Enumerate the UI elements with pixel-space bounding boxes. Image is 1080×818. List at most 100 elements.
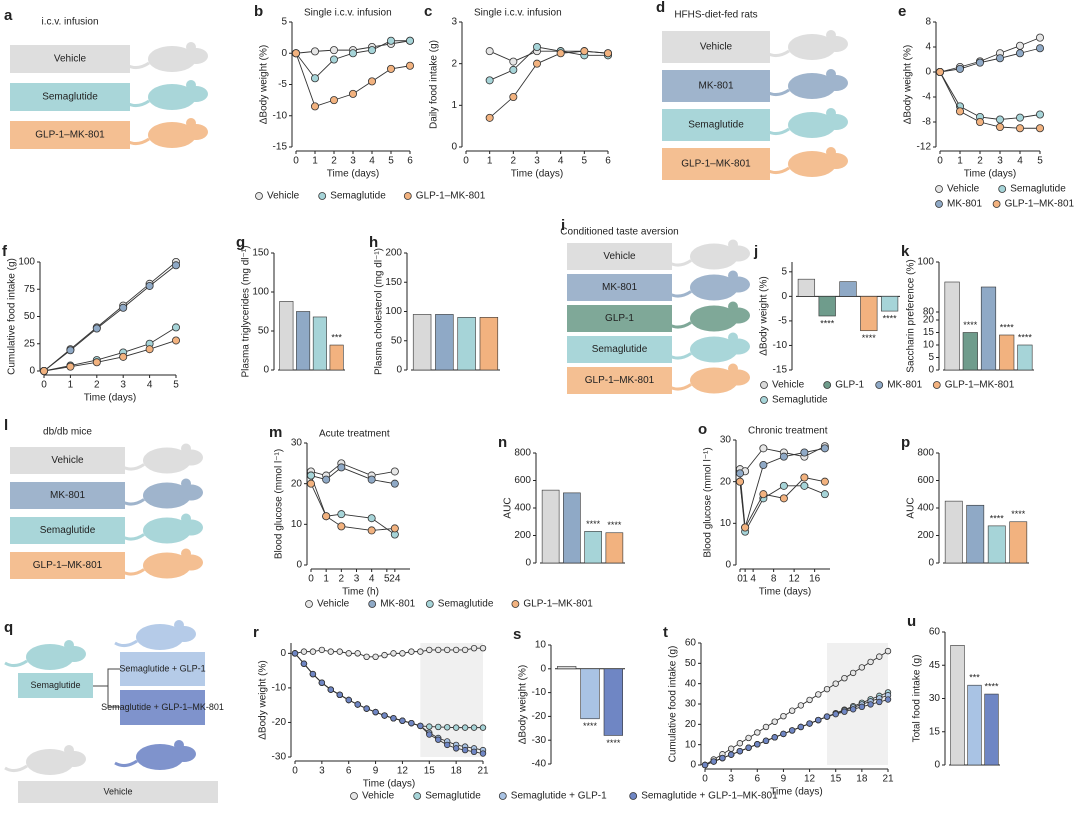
data-point [736,747,744,755]
mouse-body [136,624,184,650]
x-tick-label: 1 [68,380,74,391]
y-tick-label: 30 [291,438,303,449]
significance: **** [607,520,622,530]
data-point [309,648,317,655]
panel-letter: k [901,243,910,260]
legend-label: Semaglutide [330,191,386,202]
y-tick-label: 50 [24,311,36,322]
data-point [867,701,874,708]
x-axis-label: Time (days) [759,587,811,598]
x-axis-label: Time (days) [84,393,136,404]
y-axis-label: ΔBody weight (%) [258,660,269,740]
legend-label: MK-801 [380,599,415,610]
data-point [372,653,379,661]
x-tick-label: 4 [558,156,564,167]
mouse-body [690,367,738,394]
data-point [327,686,335,693]
y-axis-label: ΔBody weight (%) [259,45,270,125]
bar [967,684,982,766]
group-label: MK-801 [602,282,637,293]
data-point [405,36,414,45]
y-tick-label: 0 [928,365,934,376]
data-point [408,719,415,727]
mouse-head [726,276,750,293]
x-tick-label: 18 [451,766,463,777]
y-tick-label: 0 [928,558,934,569]
y-tick-label: -15 [273,142,288,153]
bar [980,286,997,371]
panel-letter: c [424,3,432,20]
bar [966,504,985,564]
y-tick-label: 100 [18,257,35,268]
y-tick-label: 800 [917,448,934,459]
legend-marker [760,396,768,404]
data-point [171,336,180,345]
bar [950,644,965,766]
mouse-tail [4,659,28,668]
mouse-body [788,73,836,99]
data-point [367,77,376,86]
bar [797,278,816,297]
data-point [435,736,442,743]
y-tick-label: 20 [923,315,935,326]
group-box [662,148,770,180]
x-tick-label: 6 [346,766,352,777]
data-point [452,646,460,654]
y-tick-label: 0 [263,365,269,376]
data-point [408,648,415,655]
data-point [556,49,565,58]
group-box [10,482,125,509]
y-tick-label: 0 [690,760,696,771]
legend-marker [255,192,263,200]
data-point [1036,124,1045,133]
data-point [345,650,352,657]
x-tick-label: 0 [737,574,743,585]
data-point [329,55,338,64]
mouse-ear [64,640,74,650]
mouse-head [184,124,208,140]
data-point [745,744,752,751]
bar [603,668,623,736]
bar [1017,344,1033,371]
legend-marker [305,600,313,608]
bar [984,693,999,766]
data-point [306,471,315,480]
x-tick-label: 12 [789,574,801,585]
legend-label: GLP-1–MK-801 [945,380,1015,391]
bar [580,668,600,720]
series-line [939,71,1040,129]
scheme-title: Conditioned taste aversion [560,227,678,238]
mouse-ear [181,513,191,524]
y-tick-label: 8 [925,17,931,28]
mouse-head [179,449,203,466]
y-tick-label: 400 [917,503,934,514]
data-point [736,740,744,747]
y-tick-label: -5 [778,316,787,327]
data-point [780,730,787,738]
y-axis-label: AUC [503,497,514,518]
group-label: Semaglutide [42,92,98,103]
y-axis-label: Blood glucose (mmol l⁻¹) [703,447,714,557]
data-point [426,723,433,730]
x-axis-label: Time (days) [327,169,379,180]
data-point [762,723,770,731]
y-tick-label: 0 [451,142,457,153]
data-point [841,708,848,715]
mouse-head [184,86,208,102]
y-tick-label: -10 [532,687,547,698]
group-label: MK-801 [50,490,85,501]
data-point [509,65,518,74]
data-point [354,701,361,708]
legend-label: GLP-1–MK-801 [523,599,593,610]
mouse-ear [186,42,196,52]
x-tick-label: 4 [369,156,375,167]
x-tick-label: 21 [882,774,894,785]
bar [329,344,344,371]
y-axis-label: Daily food intake (g) [429,40,440,129]
data-point [806,720,813,727]
group-box [567,305,672,332]
mouse-ear [826,69,836,79]
data-point [337,463,346,472]
mouse-tail [126,99,150,108]
x-tick-label: 3 [534,156,540,167]
